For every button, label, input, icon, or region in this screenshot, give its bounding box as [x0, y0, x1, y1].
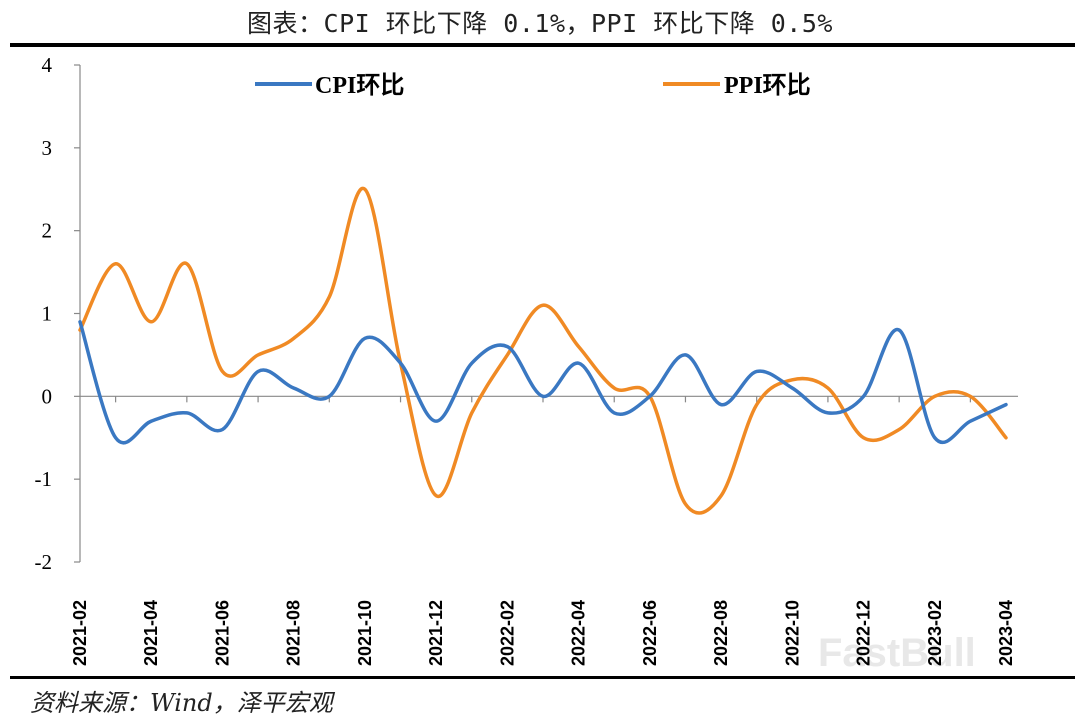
legend-label-cpi: CPI环比: [315, 72, 404, 99]
x-tick-label: 2022-10: [782, 600, 802, 666]
x-tick-label: 2021-06: [212, 600, 232, 666]
series-line-cpi: [78, 320, 1008, 445]
top-rule: [10, 43, 1075, 47]
x-tick-label: 2022-02: [497, 600, 517, 666]
x-tick-label: 2021-08: [284, 600, 304, 666]
bottom-rule: [10, 676, 1075, 679]
watermark-text: FastBull: [818, 631, 976, 675]
x-tick-label: 2021-10: [355, 600, 375, 666]
x-tick-label: 2023-04: [996, 600, 1016, 666]
x-tick-label: 2022-04: [569, 600, 589, 666]
x-tick-label: 2021-12: [426, 600, 446, 666]
y-tick-label: 3: [42, 136, 53, 160]
x-tick-label: 2022-12: [854, 600, 874, 666]
x-tick-label: 2021-04: [141, 600, 161, 666]
x-tick-label: 2022-06: [640, 600, 660, 666]
y-tick-label: -1: [35, 467, 53, 491]
chart-title: 图表：CPI 环比下降 0.1%，PPI 环比下降 0.5%: [247, 9, 833, 38]
series-layer: [78, 186, 1008, 515]
y-tick-label: -2: [35, 550, 53, 574]
y-tick-label: 2: [42, 219, 53, 243]
series-line-ppi: [78, 186, 1008, 515]
source-note: 资料来源：Wind，泽平宏观: [30, 689, 333, 717]
y-tick-label: 4: [42, 53, 53, 77]
legend: CPI环比 PPI环比: [255, 72, 811, 99]
x-tick-label: 2022-08: [711, 600, 731, 666]
legend-label-ppi: PPI环比: [724, 72, 811, 99]
x-tick-label: 2021-02: [70, 600, 90, 666]
y-tick-label: 1: [42, 302, 53, 326]
axes: 4 3 2 1 0 -1 -2 2021-02 2021-04 2021-06 2021-08 202…: [35, 53, 1018, 666]
y-tick-label: 0: [42, 384, 53, 408]
x-tick-label: 2023-02: [925, 600, 945, 666]
